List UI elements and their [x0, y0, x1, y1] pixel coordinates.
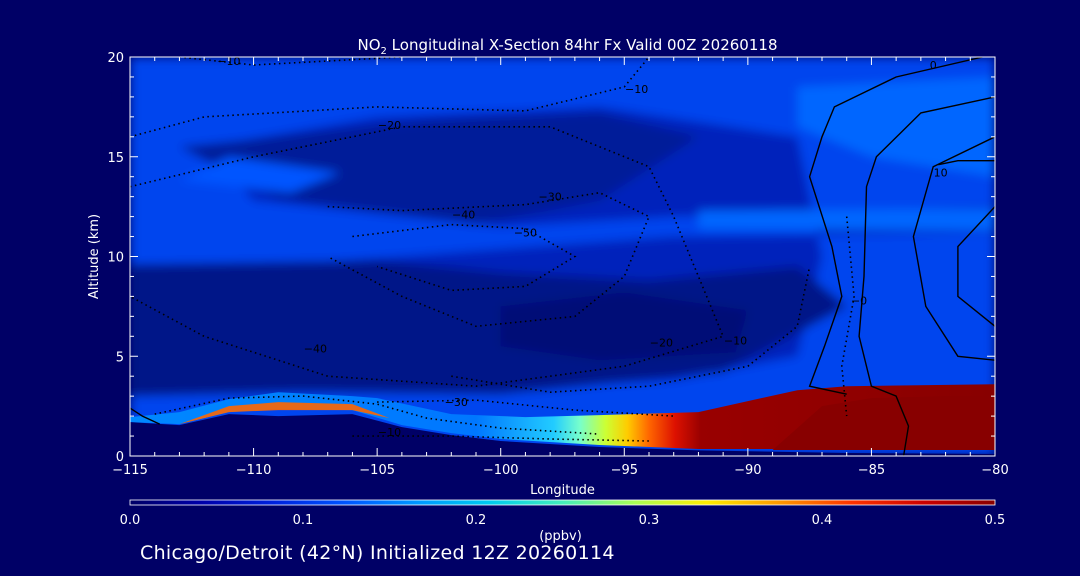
- colorbar-strip: [130, 500, 995, 505]
- x-tick-label: −85: [858, 463, 885, 478]
- contour-label: −10: [378, 426, 401, 439]
- contour-label: −0: [851, 294, 867, 307]
- chart-title: NO2 Longitudinal X-Section 84hr Fx Valid…: [358, 36, 778, 57]
- y-tick-label: 0: [116, 450, 124, 465]
- contour-line: [179, 57, 402, 66]
- x-tick-label: −110: [236, 463, 272, 478]
- contour-line: [327, 191, 651, 328]
- colorbar-tick-label: 0.1: [293, 513, 314, 528]
- x-tick-label: −100: [483, 463, 519, 478]
- x-tick-label: −95: [611, 463, 638, 478]
- colorbar-tick-label: 0.4: [812, 513, 833, 528]
- ridge-hotspot-region: [179, 402, 390, 425]
- contour-label: −10: [724, 334, 747, 347]
- contour-label: −30: [445, 396, 468, 409]
- colorbar-tick-label: 0.3: [639, 513, 660, 528]
- contour-label: −40: [452, 209, 475, 222]
- tropopause-band: [698, 208, 995, 231]
- concentration-field: [130, 57, 995, 456]
- colorbar-unit-label: (ppbv): [539, 529, 582, 544]
- contour-label: −40: [304, 342, 327, 355]
- x-tick-label: −90: [734, 463, 761, 478]
- surface-pollution-band: [130, 384, 995, 449]
- y-tick-label: 5: [116, 350, 124, 365]
- colorbar-frame: [129, 499, 996, 506]
- colorbar-tick-label: 0.2: [466, 513, 487, 528]
- contour-label: 10: [934, 167, 948, 180]
- contour-line: [938, 159, 995, 166]
- contour-label: −20: [378, 119, 401, 132]
- contour-label: −20: [650, 336, 673, 349]
- chart-title-prefix: NO: [358, 36, 381, 54]
- contour-line: [130, 407, 160, 425]
- x-tick-label: −80: [981, 463, 1008, 478]
- contour-line: [912, 136, 995, 361]
- contour-label: 0: [930, 59, 937, 72]
- x-axis-label: Longitude: [530, 483, 595, 498]
- contour-label: −30: [539, 191, 562, 204]
- y-tick-label: 10: [107, 251, 124, 266]
- contour-line: [352, 223, 577, 292]
- x-tick-label: −105: [359, 463, 395, 478]
- terrain: [130, 414, 995, 456]
- contour-label: −50: [514, 227, 537, 240]
- chart-title-subscript: 2: [381, 46, 387, 57]
- upper-left-enhanced-region: [179, 156, 341, 193]
- high-concentration-region: [772, 396, 995, 450]
- lower-minimum-region: [130, 260, 847, 397]
- contour-line: [808, 57, 983, 395]
- y-axis-label: Altitude (km): [87, 214, 102, 299]
- plot-area: [130, 57, 995, 456]
- footer-caption: Chicago/Detroit (42°N) Initialized 12Z 2…: [140, 542, 615, 564]
- contour-label: −10: [625, 83, 648, 96]
- contour-line: [858, 96, 995, 456]
- core-minimum-region: [500, 292, 748, 361]
- chart-title-rest: Longitudinal X-Section 84hr Fx Valid 00Z…: [387, 36, 778, 54]
- contour-line: [840, 216, 855, 417]
- upper-minimum-region: [179, 112, 699, 225]
- contour-line: [957, 206, 995, 327]
- y-tick-label: 20: [107, 51, 124, 66]
- contour-lines: [130, 57, 995, 456]
- upper-right-enhanced-region: [797, 77, 995, 177]
- x-tick-label: −115: [112, 463, 148, 478]
- contour-line: [154, 395, 600, 435]
- colorbar-tick-label: 0.0: [120, 513, 141, 528]
- y-tick-label: 15: [107, 151, 124, 166]
- contour-label: −10: [217, 55, 240, 68]
- colorbar-tick-label: 0.5: [985, 513, 1006, 528]
